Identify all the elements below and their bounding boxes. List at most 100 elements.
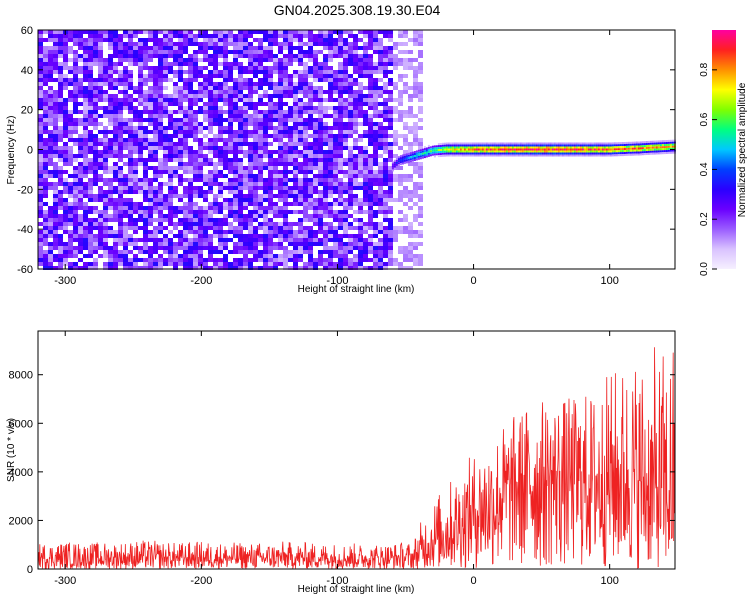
noise-cell <box>393 66 398 70</box>
noise-cell <box>238 70 243 74</box>
ridge-cell <box>627 153 630 156</box>
noise-cell <box>83 230 88 234</box>
noise-cell <box>143 74 148 78</box>
noise-cell <box>243 50 248 54</box>
noise-cell <box>343 86 348 90</box>
ridge-cell <box>439 153 442 155</box>
noise-cell <box>118 62 123 66</box>
noise-cell <box>43 46 48 50</box>
ridge-cell <box>601 154 604 157</box>
noise-cell <box>323 194 328 198</box>
noise-cell <box>173 90 178 94</box>
noise-cell <box>143 194 148 198</box>
ridge-cell <box>443 142 446 145</box>
noise-cell <box>223 230 228 234</box>
noise-cell <box>343 62 348 66</box>
noise-cell <box>313 42 318 46</box>
ridge-cell <box>533 154 536 157</box>
noise-cell <box>283 62 288 66</box>
noise-cell <box>73 222 78 226</box>
noise-cell <box>263 46 268 50</box>
ridge-cell <box>487 144 490 147</box>
noise-cell <box>333 226 338 230</box>
noise-cell <box>148 74 153 78</box>
noise-cell <box>348 222 353 226</box>
noise-cell <box>178 46 183 50</box>
noise-cell <box>358 238 363 242</box>
ridge-cell <box>475 146 478 149</box>
noise-cell <box>188 62 193 66</box>
ridge-cell <box>629 141 632 144</box>
noise-cell <box>213 198 218 202</box>
ridge-cell <box>619 148 622 151</box>
noise-cell <box>193 218 198 222</box>
noise-cell <box>198 106 203 110</box>
noise-cell <box>198 42 203 46</box>
noise-cell <box>188 222 193 226</box>
noise-cell <box>323 206 328 210</box>
noise-cell <box>188 66 193 70</box>
noise-cell <box>228 266 233 270</box>
noise-cell <box>263 38 268 42</box>
noise-cell <box>228 78 233 82</box>
colorbar-tick-label: 0.6 <box>699 112 710 126</box>
noise-cell <box>183 126 188 130</box>
ridge-cell <box>555 146 558 149</box>
noise-cell <box>83 74 88 78</box>
noise-cell <box>83 190 88 194</box>
noise-cell <box>183 142 188 146</box>
ridge-cell <box>581 150 584 153</box>
noise-cell <box>358 182 363 186</box>
ridge-cell <box>455 146 458 149</box>
ridge-cell <box>497 146 500 149</box>
noise-cell <box>418 90 423 94</box>
noise-cell <box>88 130 93 134</box>
ridge-cell <box>567 154 570 157</box>
noise-cell <box>213 90 218 94</box>
noise-cell <box>248 174 253 178</box>
noise-cell <box>188 246 193 250</box>
noise-cell <box>283 150 288 154</box>
noise-cell <box>308 122 313 126</box>
noise-cell <box>63 126 68 130</box>
noise-cell <box>288 170 293 174</box>
ridge-cell <box>531 142 534 145</box>
noise-cell <box>283 234 288 238</box>
noise-cell <box>308 254 313 258</box>
noise-cell <box>38 190 43 194</box>
noise-cell <box>413 258 418 262</box>
noise-cell <box>408 226 413 230</box>
ridge-cell <box>569 150 572 153</box>
ridge-cell <box>453 142 456 145</box>
ridge-cell <box>493 154 496 157</box>
ridge-cell <box>543 142 546 145</box>
noise-cell <box>293 82 298 86</box>
noise-cell <box>178 242 183 246</box>
noise-cell <box>358 54 363 58</box>
noise-cell <box>223 86 228 90</box>
ridge-cell <box>539 142 542 145</box>
noise-cell <box>393 178 398 182</box>
noise-cell <box>258 238 263 242</box>
noise-cell <box>48 110 53 114</box>
noise-cell <box>358 246 363 250</box>
noise-cell <box>208 126 213 130</box>
noise-cell <box>63 222 68 226</box>
ridge-cell <box>635 149 638 152</box>
noise-cell <box>218 126 223 130</box>
ridge-cell <box>637 153 640 156</box>
noise-cell <box>78 178 83 182</box>
noise-cell <box>298 102 303 106</box>
noise-cell <box>323 262 328 266</box>
noise-cell <box>358 102 363 106</box>
noise-cell <box>153 42 158 46</box>
ridge-cell <box>507 142 510 145</box>
noise-cell <box>198 58 203 62</box>
noise-cell <box>68 182 73 186</box>
noise-cell <box>88 34 93 38</box>
noise-cell <box>348 62 353 66</box>
noise-cell <box>138 66 143 70</box>
noise-cell <box>143 94 148 98</box>
noise-cell <box>113 146 118 150</box>
noise-cell <box>308 86 313 90</box>
